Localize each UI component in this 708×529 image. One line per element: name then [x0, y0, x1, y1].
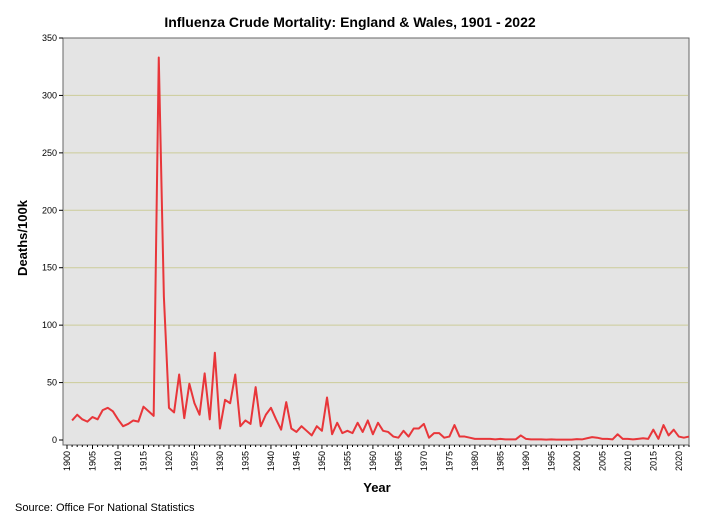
- x-tick-label: 1985: [495, 451, 505, 471]
- y-tick-label: 50: [47, 378, 57, 388]
- x-tick-label: 2015: [648, 451, 658, 471]
- y-tick-label: 200: [42, 205, 57, 215]
- x-tick-label: 2000: [572, 451, 582, 471]
- chart-title: Influenza Crude Mortality: England & Wal…: [164, 14, 536, 30]
- y-tick-label: 100: [42, 320, 57, 330]
- x-tick-label: 1980: [470, 451, 480, 471]
- x-tick-label: 2005: [597, 451, 607, 471]
- x-tick-label: 2010: [623, 451, 633, 471]
- x-tick-label: 1940: [266, 451, 276, 471]
- y-axis-label: Deaths/100k: [15, 199, 30, 276]
- x-axis-label: Year: [363, 480, 390, 495]
- x-tick-label: 1950: [317, 451, 327, 471]
- y-tick-label: 300: [42, 90, 57, 100]
- x-tick-label: 1945: [291, 451, 301, 471]
- x-tick-label: 1930: [215, 451, 225, 471]
- x-tick-label: 1935: [240, 451, 250, 471]
- y-axis: 0 50 100 150 200 250 300 350: [42, 33, 63, 445]
- x-tick-label: 1920: [164, 451, 174, 471]
- series-layer: [71, 56, 690, 441]
- x-tick-label: 1910: [113, 451, 123, 471]
- x-tick-label: 1905: [87, 451, 97, 471]
- x-tick-label: 1960: [368, 451, 378, 471]
- x-tick-label: 1900: [62, 451, 72, 471]
- x-tick-label: 1995: [546, 451, 556, 471]
- series-line: [71, 56, 690, 441]
- x-tick-label: 1925: [189, 451, 199, 471]
- x-tick-label: 1970: [419, 451, 429, 471]
- x-tick-label: 1990: [521, 451, 531, 471]
- y-tick-label: 0: [52, 435, 57, 445]
- x-tick-label: 1955: [342, 451, 352, 471]
- x-tick-label: 2020: [674, 451, 684, 471]
- y-tick-label: 250: [42, 148, 57, 158]
- x-axis: 1900 1905 1910 1915 1920 1925 1930 1935 1940 1945…: [62, 445, 690, 471]
- x-tick-label: 1965: [393, 451, 403, 471]
- source-note: Source: Office For National Statistics: [15, 502, 195, 514]
- x-tick-label: 1915: [138, 451, 148, 471]
- x-tick-label: 1975: [444, 451, 454, 471]
- y-tick-label: 350: [42, 33, 57, 43]
- y-tick-label: 150: [42, 263, 57, 273]
